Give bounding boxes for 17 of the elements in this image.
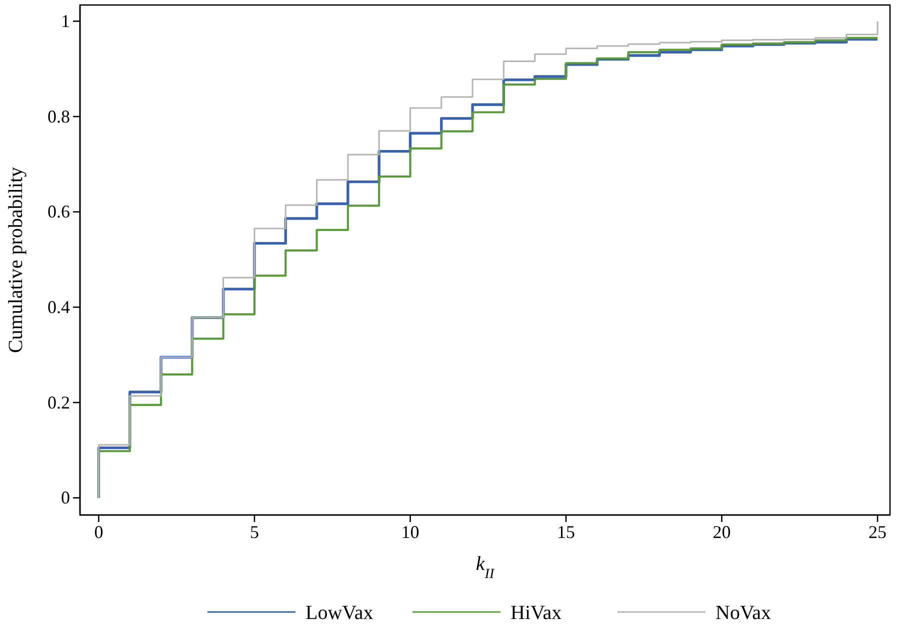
y-tick-label: 0.6	[48, 202, 70, 222]
x-tick-label: 20	[712, 522, 731, 542]
y-tick-label: 0.2	[48, 392, 70, 412]
x-tick-label: 5	[250, 522, 259, 542]
x-tick-label: 25	[868, 522, 887, 542]
x-axis-title: k$_{II}$	[476, 553, 496, 582]
y-tick-label: 0	[61, 488, 70, 508]
legend-label: LowVax	[306, 602, 374, 624]
legend-label: NoVax	[716, 602, 772, 624]
y-axis-title: Cumulative probability	[5, 166, 27, 354]
x-tick-label: 15	[557, 522, 575, 542]
x-tick-label: 10	[401, 522, 420, 542]
y-tick-label: 0.4	[48, 296, 70, 317]
y-tick-label: 0.8	[48, 106, 70, 126]
legend-label: HiVax	[510, 602, 562, 624]
x-tick-label: 0	[94, 522, 104, 542]
y-tick-label: 1	[61, 10, 70, 31]
